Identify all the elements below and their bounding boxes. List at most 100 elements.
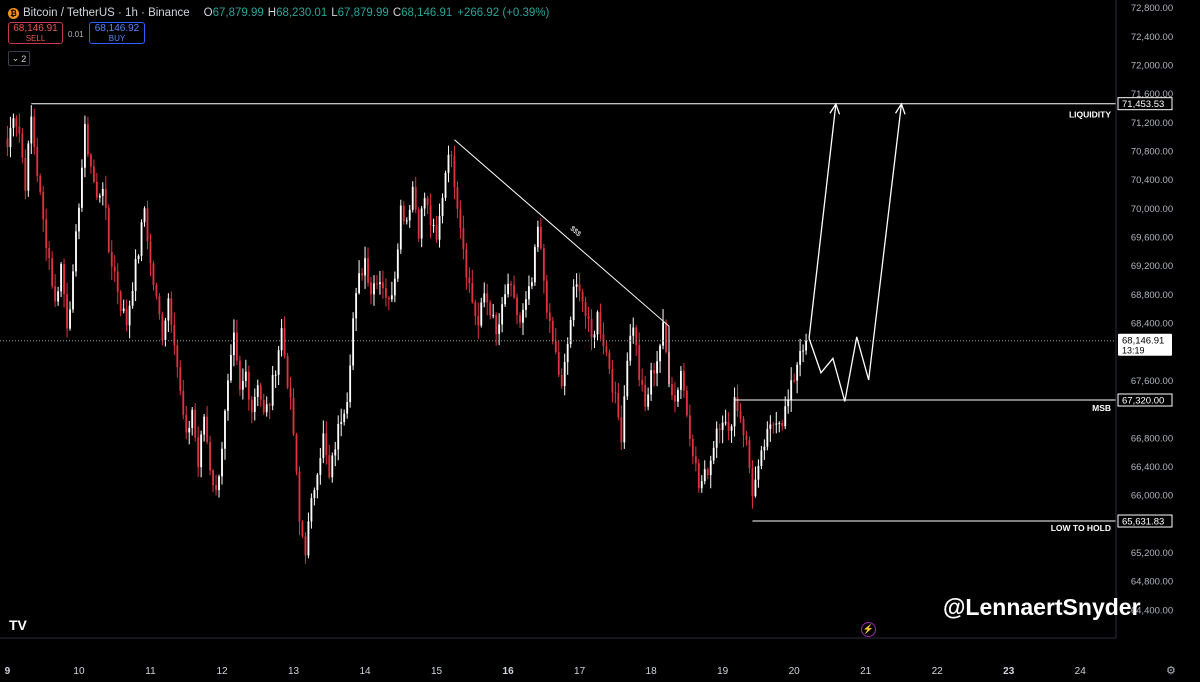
candle (772, 421, 775, 434)
candle-body (730, 426, 733, 431)
candle-body (697, 463, 700, 489)
candle (51, 251, 54, 289)
candle-body (15, 118, 18, 127)
candle-body (760, 450, 763, 466)
candle (337, 415, 340, 461)
candle-body (605, 346, 608, 353)
candle (629, 324, 632, 366)
candle-body (510, 283, 512, 286)
price-tick-label: 64,400.00 (1131, 605, 1173, 616)
candle-body (361, 273, 363, 276)
candle-body (340, 421, 343, 424)
candle (781, 419, 784, 431)
price-tick-label: 70,400.00 (1131, 175, 1173, 186)
high-value: 68,230.01 (276, 7, 328, 19)
candle-body (233, 332, 235, 356)
candle-body (57, 291, 60, 302)
spread-value: 0.01 (68, 30, 84, 39)
candle-body (638, 344, 641, 380)
candle (536, 220, 539, 252)
candle-body (188, 427, 191, 433)
candle-body (447, 154, 450, 173)
projection-path (808, 103, 903, 402)
candle (45, 208, 48, 261)
candle (778, 421, 781, 433)
candle (72, 264, 74, 313)
candle (414, 176, 417, 214)
candle-body (167, 298, 170, 321)
candle-body (599, 312, 602, 335)
candle-body (247, 371, 250, 400)
symbol-title[interactable]: Bitcoin / TetherUS · 1h · Binance (23, 7, 190, 19)
candle-body (805, 340, 808, 351)
candle (566, 337, 569, 375)
candle (733, 387, 736, 437)
trendline (454, 139, 670, 388)
candle-body (382, 282, 384, 289)
candle-body (48, 248, 51, 259)
candle (227, 373, 229, 421)
candle (9, 116, 12, 158)
candle-body (784, 406, 787, 427)
candle (662, 309, 664, 350)
candle (489, 299, 492, 320)
candle (584, 296, 587, 329)
date-tick-label: 23 (1003, 666, 1015, 677)
candle-body (772, 424, 775, 426)
candle (501, 297, 504, 333)
gear-icon[interactable]: ⚙ (1166, 665, 1176, 677)
candle-body (659, 345, 661, 362)
candle (760, 445, 763, 470)
candle (650, 362, 653, 401)
candle (137, 254, 140, 264)
candle-body (656, 361, 659, 374)
candle (382, 270, 384, 299)
candle (402, 201, 405, 225)
lot-stepper[interactable]: ⌄ 2 (8, 51, 30, 66)
candle (63, 258, 65, 308)
candle (78, 203, 80, 240)
candle (262, 393, 265, 415)
candle (185, 405, 188, 440)
candle (766, 421, 769, 451)
candle-body (528, 286, 530, 300)
candle-body (778, 422, 781, 424)
candle (447, 145, 450, 183)
price-tick-label: 72,800.00 (1131, 3, 1173, 14)
candle-body (796, 364, 799, 381)
candle (203, 414, 206, 442)
candle-body (757, 465, 760, 480)
candle (581, 288, 584, 313)
candle (486, 283, 489, 316)
candle (590, 309, 593, 351)
candle-body (107, 207, 110, 252)
candle (495, 312, 498, 346)
candle (677, 387, 679, 408)
candle-body (471, 283, 474, 303)
candle-body (346, 402, 349, 414)
sell-button[interactable]: 68,146.91 SELL (8, 22, 63, 44)
candle (218, 474, 220, 498)
candle-body (453, 155, 456, 187)
candle (92, 159, 95, 184)
candle (542, 244, 545, 294)
candle (215, 474, 217, 496)
candle-body (635, 327, 638, 345)
candle-body (197, 437, 200, 468)
candle (346, 392, 349, 419)
candle (54, 274, 57, 308)
candle-body (128, 305, 131, 326)
candle (757, 459, 760, 488)
candle (265, 396, 268, 417)
candle-body (36, 146, 39, 177)
buy-button[interactable]: 68,146.92 BUY (89, 22, 145, 44)
date-tick-label: 22 (932, 666, 944, 677)
date-tick-label: 10 (73, 666, 85, 677)
candle-body (319, 458, 322, 475)
candle-body (262, 399, 265, 413)
candle-body (560, 374, 563, 387)
candle-body (268, 404, 271, 406)
candle-body (179, 367, 182, 391)
lightning-icon[interactable]: ⚡ (861, 622, 876, 637)
